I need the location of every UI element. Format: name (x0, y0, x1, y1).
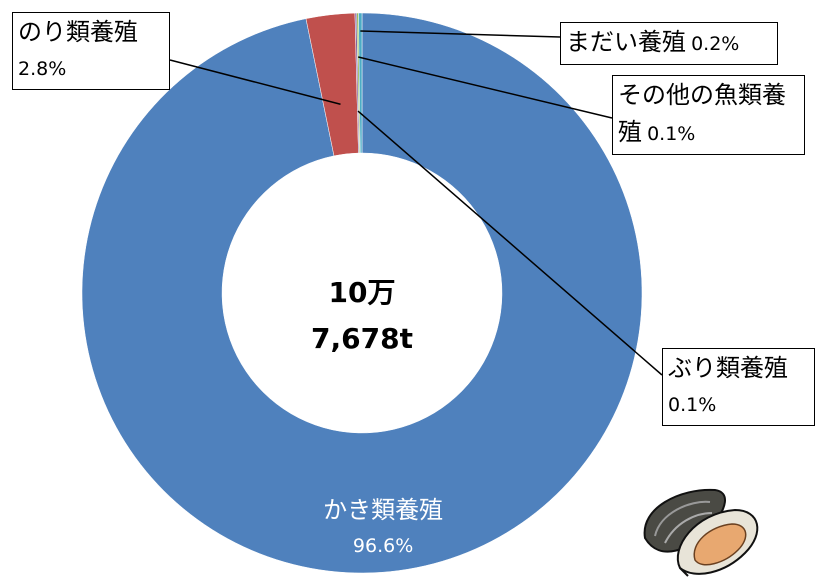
oyster-illustration (643, 488, 759, 577)
leader-line (357, 110, 663, 376)
category-label: まだい養殖 (566, 28, 686, 56)
leader-line (360, 30, 561, 38)
slice-label: ぶり類養殖 0.1% (662, 348, 815, 426)
slice-label: その他の魚類養殖 0.1% (612, 75, 805, 155)
center-line: 10万 (328, 276, 396, 309)
category-label: かき類養殖 (323, 495, 444, 524)
center-line: 7,678t (311, 322, 413, 355)
value-label: 2.8% (18, 58, 67, 80)
donut-slice (358, 12, 363, 154)
slice-label: まだい養殖 0.2% (560, 22, 778, 65)
leader-line (169, 59, 341, 105)
value-label: 0.1% (647, 123, 696, 145)
center-label: 10万 7,678t (282, 270, 442, 362)
value-label: 0.1% (668, 394, 717, 416)
slice-label: かき類養殖 96.6% (283, 492, 483, 564)
slice-label: のり類養殖 2.8% (12, 12, 170, 90)
category-label: のり類養殖 (18, 18, 138, 46)
value-label: 0.2% (691, 33, 740, 55)
value-label: 96.6% (352, 534, 414, 557)
category-label: その他の魚類養殖 (618, 81, 786, 146)
leader-line (358, 56, 613, 119)
category-label: ぶり類養殖 (668, 354, 788, 382)
donut-slice (81, 12, 643, 574)
